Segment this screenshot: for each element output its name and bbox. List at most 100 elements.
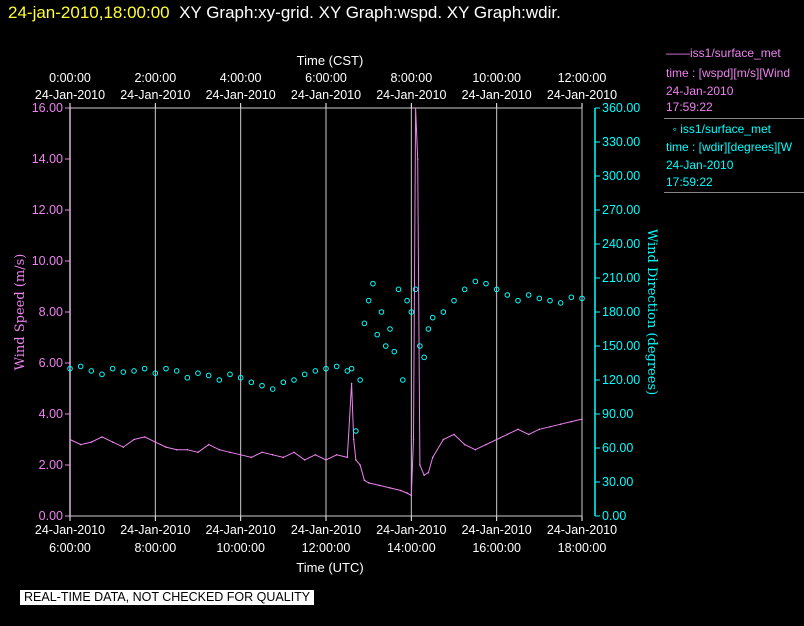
wdir-point <box>568 294 575 301</box>
right-tick-label: 270.00 <box>602 203 640 217</box>
wspd-point <box>239 454 242 456</box>
wdir-point <box>417 343 423 349</box>
wspd-point <box>538 428 541 431</box>
wdir-point <box>579 295 585 302</box>
wspd-point <box>111 441 114 443</box>
right-tick-label: 60.00 <box>602 441 633 455</box>
legend-wspd-name: iss1/surface_met <box>690 46 781 60</box>
wdir-point <box>120 369 127 375</box>
x-tick-label-time: 8:00:00 <box>134 541 176 555</box>
right-tick-label: 150.00 <box>602 339 640 353</box>
right-tick-label: 30.00 <box>602 475 633 489</box>
legend-wdir-time: 17:59:22 <box>666 175 713 189</box>
wspd-point <box>207 443 210 446</box>
wdir-point <box>184 374 191 381</box>
wspd-point <box>419 464 421 466</box>
wspd-point <box>412 438 415 441</box>
legend-wdir-var: time : [wdir][degrees][W <box>666 140 793 154</box>
wspd-point <box>506 433 509 436</box>
legend-divider <box>664 192 804 193</box>
wspd-point <box>414 107 417 109</box>
wspd-point <box>359 464 361 466</box>
top-tick-label-date: 24-Jan-2010 <box>547 88 617 102</box>
left-tick-label: 2.00 <box>39 458 63 472</box>
legend-wspd-var: time : [wspd][m/s][Wind <box>666 66 791 80</box>
top-tick-label-time: 2:00:00 <box>134 71 176 85</box>
header-graph-list: XY Graph:xy-grid. XY Graph:wspd. XY Grap… <box>179 3 561 22</box>
plot-frame <box>69 107 583 517</box>
x-tick-label-date: 24-Jan-2010 <box>120 523 190 537</box>
right-tick-label: 0.00 <box>602 509 626 523</box>
right-tick-label: 300.00 <box>602 169 640 183</box>
left-tick-label: 4.00 <box>39 407 63 421</box>
wspd-point <box>495 438 498 441</box>
wdir-point <box>205 372 212 379</box>
wdir-point <box>227 371 233 378</box>
wdir-point <box>312 368 319 374</box>
wspd-point <box>346 456 349 459</box>
left-tick-label: 8.00 <box>39 305 63 319</box>
wdir-point <box>344 368 351 374</box>
wspd-point <box>101 436 103 438</box>
wdir-point <box>357 377 363 383</box>
wspd-point <box>303 459 306 461</box>
wdir-point <box>504 292 511 298</box>
legend-wdir-date: 24-Jan-2010 <box>666 158 734 172</box>
top-tick-label-date: 24-Jan-2010 <box>291 88 361 102</box>
wdir-point <box>291 377 297 383</box>
wspd-point <box>293 451 295 454</box>
top-tick-label-date: 24-Jan-2010 <box>120 88 190 102</box>
left-tick-label: 0.00 <box>39 509 63 523</box>
right-tick-label: 210.00 <box>602 271 640 285</box>
wspd-point <box>442 438 445 441</box>
x-tick-label-date: 24-Jan-2010 <box>547 523 617 537</box>
wspd-point <box>431 456 434 459</box>
legend-wdir-title: ◦ iss1/surface_met <box>666 122 804 136</box>
wspd-point <box>261 451 263 454</box>
x-tick-label-time: 10:00:00 <box>216 541 265 555</box>
x-tick-label-date: 24-Jan-2010 <box>376 523 446 537</box>
right-axis-title: Wind Direction (degrees) <box>644 229 659 395</box>
wdir-point <box>361 320 368 327</box>
bottom-axis-title: Time (UTC) <box>296 560 363 575</box>
graph-header: 24-jan-2010,18:00:00 XY Graph:xy-grid. X… <box>8 3 561 23</box>
wdir-point <box>99 371 105 378</box>
wspd-point <box>367 482 370 484</box>
wdir-point <box>451 297 457 304</box>
quality-warning-banner: REAL-TIME DATA, NOT CHECKED FOR QUALITY <box>20 590 315 605</box>
wdir-point <box>88 368 95 374</box>
legend-circle-swatch: ◦ <box>666 122 681 136</box>
wspd-point <box>186 448 189 451</box>
top-axis-title: Time (CST) <box>297 53 364 68</box>
top-tick-label-date: 24-Jan-2010 <box>462 88 532 102</box>
top-tick-label-time: 0:00:00 <box>49 71 91 85</box>
left-tick-label: 6.00 <box>39 356 63 370</box>
wdir-point <box>333 363 340 370</box>
wspd-point <box>271 454 274 456</box>
wdir-point <box>461 286 468 293</box>
wdir-point <box>353 428 359 434</box>
wspd-point <box>453 433 455 436</box>
wspd-point <box>474 448 477 451</box>
wspd-point <box>79 443 82 446</box>
wspd-point <box>229 451 231 454</box>
wspd-point <box>325 459 327 461</box>
wdir-point <box>557 300 564 306</box>
wdir-point <box>237 374 244 381</box>
wdir-point <box>280 379 287 386</box>
wdir-point <box>323 365 329 372</box>
x-tick-label-time: 14:00:00 <box>387 541 436 555</box>
top-tick-label-time: 12:00:00 <box>558 71 607 85</box>
wdir-point <box>173 368 180 374</box>
wspd-point <box>410 494 413 497</box>
wspd-point <box>335 454 338 456</box>
wspd-point <box>527 433 530 436</box>
right-tick-label: 90.00 <box>602 407 633 421</box>
wdir-point <box>387 326 393 332</box>
wdir-point <box>493 286 500 293</box>
wdir-point <box>429 314 436 321</box>
wdir-point <box>525 292 532 298</box>
wdir-point <box>365 297 372 304</box>
x-tick-label-time: 18:00:00 <box>558 541 607 555</box>
